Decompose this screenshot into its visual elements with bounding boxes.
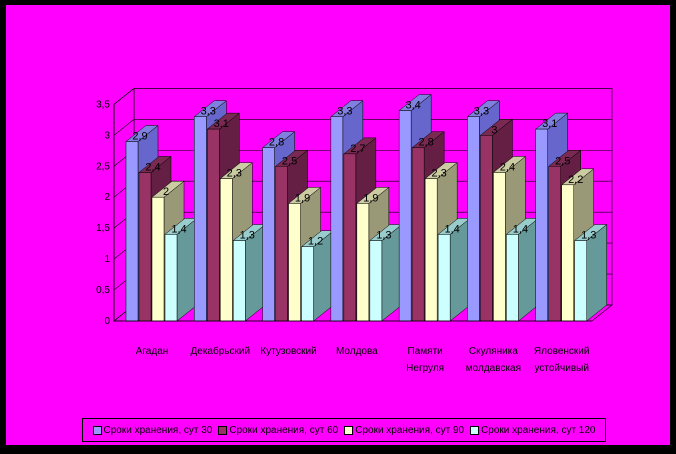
data-label-2-2: 1,9 [295, 192, 310, 204]
x-tick-label: Молдова [336, 346, 378, 357]
data-label-0-2: 2,8 [269, 137, 284, 149]
y-tick-label: 3,5 [96, 99, 110, 110]
legend-item: Сроки хранения, сут 30 [92, 424, 213, 436]
bar-1-4 [411, 147, 425, 322]
x-tick-label: Декабрьский [191, 345, 251, 357]
legend-item: Сроки хранения, сут 60 [218, 425, 338, 436]
x-tick-label: молдавская [466, 363, 521, 374]
x-tick-label: Яловенский [534, 346, 590, 357]
bar-2-4 [424, 178, 438, 322]
y-tick-label: 0,5 [96, 285, 110, 296]
data-label-3-6: 1,3 [581, 230, 596, 242]
data-label-1-6: 2,5 [555, 155, 570, 167]
data-label-0-0: 2,9 [132, 130, 147, 142]
x-tick-label: Памяти [408, 346, 443, 357]
bar-0-6 [535, 128, 548, 322]
bar-0-4 [398, 110, 412, 322]
y-tick-label: 1 [104, 254, 110, 265]
y-tick-label: 2 [104, 192, 110, 203]
bar-2-6 [561, 184, 574, 322]
bar-3-0 [164, 234, 178, 322]
bar-3-1 [233, 240, 246, 322]
data-label-2-3: 1,9 [363, 192, 378, 204]
y-tick-label: 3 [104, 130, 110, 141]
chart-area: 0 0,5 1 1,5 2 2,5 3 3,5 2,9 2,4 2 1,4 Агадан 3,3 3,1 2,… [6, 5, 670, 445]
data-label-2-5: 2,4 [500, 161, 515, 173]
bar-3-4 [437, 234, 451, 322]
data-label-2-1: 2,3 [227, 168, 242, 180]
legend-label: Сроки хранения, сут 90 [355, 424, 465, 436]
bar-2-1 [220, 178, 233, 322]
bar-3-5 [506, 234, 519, 322]
bar-2-3 [356, 203, 370, 322]
data-label-3-4: 1,4 [444, 223, 459, 235]
data-label-0-1: 3,3 [201, 106, 216, 118]
data-label-1-0: 2,4 [145, 161, 160, 173]
data-label-0-6: 3,1 [542, 118, 557, 130]
y-tick-label: 2,5 [96, 161, 110, 172]
y-tick-label: 1,5 [96, 223, 110, 234]
legend-swatch [344, 425, 354, 435]
legend-label: Сроки хранения, сут 120 [481, 424, 596, 436]
data-label-3-2: 1,2 [308, 236, 323, 248]
legend: Сроки хранения, сут 30 Сроки хранения, су… [82, 418, 606, 442]
bar-1-3 [343, 153, 357, 322]
bar-2-0 [151, 196, 165, 322]
legend-item: Сроки хранения, сут 90 [344, 425, 464, 436]
legend-item: Сроки хранения, сут 120 [470, 424, 596, 436]
legend-swatch [92, 425, 102, 435]
x-tick-label: Кутузовский [260, 346, 316, 357]
data-label-3-1: 1,3 [240, 230, 255, 242]
bar-0-2 [262, 147, 275, 322]
data-label-3-5: 1,4 [513, 223, 528, 235]
x-tick-label: устойчивый [535, 363, 589, 374]
bar-2-2 [288, 203, 301, 322]
legend-label: Сроки хранения, сут 60 [229, 424, 339, 436]
bar-3-6 [574, 240, 587, 322]
y-tick-label: 0 [104, 316, 110, 327]
bar-2-5 [493, 172, 506, 322]
bar-chart: 00,511,522,533,52,92,421,4Агадан3,33,12,… [96, 87, 613, 374]
bar-0-3 [330, 116, 344, 322]
gridline [113, 119, 612, 136]
data-label-2-4: 2,3 [431, 168, 446, 180]
x-tick-label: Агадан [136, 346, 169, 357]
data-label-1-1: 3,1 [214, 118, 229, 130]
legend-label: Сроки хранения, сут 30 [103, 424, 213, 436]
bar-1-6 [548, 166, 561, 322]
data-label-2-0: 2 [163, 186, 169, 198]
bar-1-0 [138, 172, 152, 322]
bar-0-5 [467, 116, 480, 322]
legend-swatch [218, 425, 228, 435]
data-label-0-4: 3,4 [405, 100, 420, 112]
bar-0-0 [125, 141, 139, 322]
data-label-0-3: 3,3 [337, 106, 352, 118]
data-label-3-0: 1,4 [171, 223, 186, 235]
data-label-3-3: 1,3 [376, 230, 391, 242]
data-label-1-3: 2,7 [350, 143, 365, 155]
data-label-1-5: 3 [491, 124, 497, 136]
legend-swatch [470, 425, 480, 435]
x-tick-label: Негруля [406, 363, 444, 374]
data-label-1-2: 2,5 [282, 155, 297, 167]
data-label-2-6: 2,2 [568, 174, 583, 186]
bar-0-1 [194, 116, 207, 322]
data-label-0-5: 3,3 [474, 106, 489, 118]
bar-1-2 [275, 166, 288, 322]
bar-3-2 [301, 246, 314, 322]
bar-1-1 [207, 128, 220, 322]
bar-1-5 [480, 135, 493, 322]
gridline [113, 88, 612, 105]
data-label-1-4: 2,8 [418, 137, 433, 149]
bar-3-3 [369, 240, 383, 322]
x-tick-label: Скуляника [469, 346, 518, 357]
